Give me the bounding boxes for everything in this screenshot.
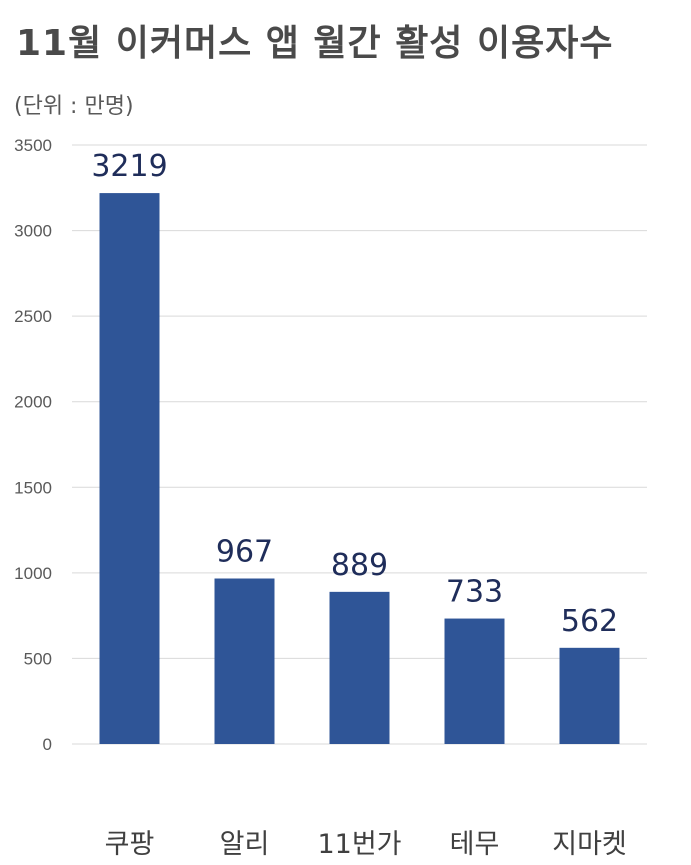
x-tick-label: 테무 bbox=[450, 829, 500, 860]
y-tick-label: 1500 bbox=[14, 478, 52, 497]
y-tick-label: 500 bbox=[24, 649, 52, 668]
data-label: 3219 bbox=[91, 149, 167, 184]
bar bbox=[444, 618, 505, 744]
data-label: 967 bbox=[216, 535, 273, 570]
data-label: 733 bbox=[446, 575, 503, 610]
x-tick-label: 지마켓 bbox=[552, 829, 627, 860]
bar bbox=[559, 647, 620, 744]
y-tick-label: 3500 bbox=[14, 136, 52, 155]
data-label: 562 bbox=[561, 604, 618, 639]
y-tick-label: 2500 bbox=[14, 307, 52, 326]
x-tick-label: 11번가 bbox=[317, 829, 401, 860]
bar bbox=[329, 591, 390, 744]
chart-subtitle: (단위 : 만명) bbox=[14, 94, 134, 119]
chart-title: 11월 이커머스 앱 월간 활성 이용자수 bbox=[16, 23, 614, 64]
y-tick-label: 1000 bbox=[14, 564, 52, 583]
data-label: 889 bbox=[331, 548, 388, 583]
x-tick-label: 쿠팡 bbox=[105, 829, 155, 860]
y-tick-label: 0 bbox=[43, 735, 52, 754]
bar bbox=[99, 193, 160, 745]
y-tick-label: 3000 bbox=[14, 222, 52, 241]
bar bbox=[214, 578, 275, 744]
x-tick-label: 알리 bbox=[220, 829, 270, 860]
y-tick-label: 2000 bbox=[14, 393, 52, 412]
